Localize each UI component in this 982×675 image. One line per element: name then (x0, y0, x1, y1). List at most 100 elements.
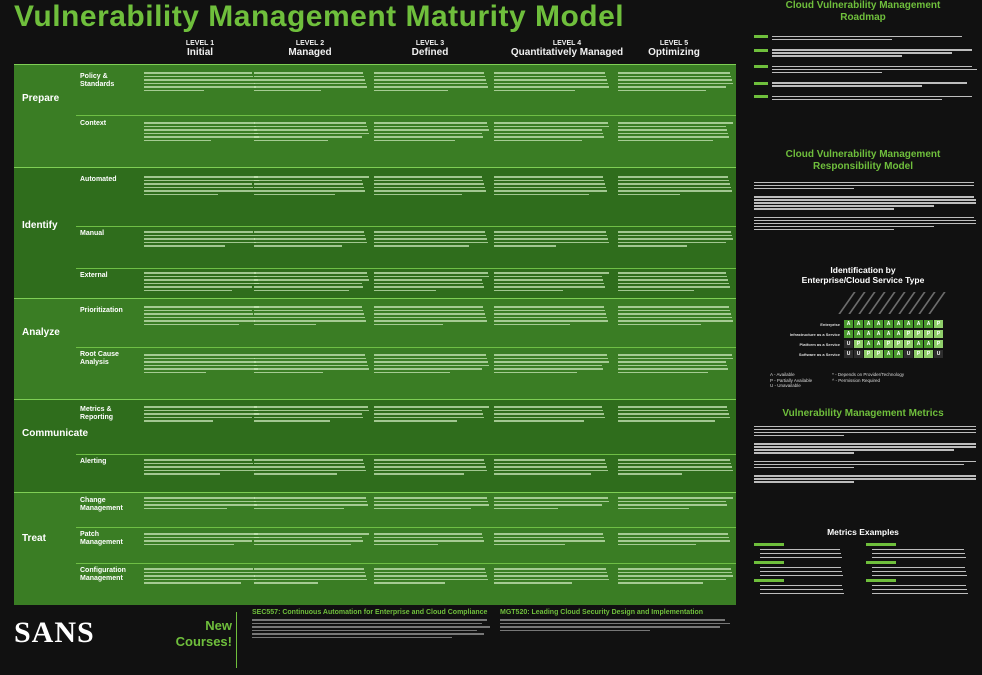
level-3-header: LEVEL 3 Defined (411, 40, 449, 58)
availability-cell: P (904, 330, 913, 338)
sub-context: Context (80, 120, 107, 127)
maturity-cell (144, 352, 262, 375)
level-2-header: LEVEL 2 Managed (288, 40, 332, 58)
maturity-cell (374, 404, 492, 424)
maturity-cell (494, 566, 612, 586)
maturity-cell (254, 174, 372, 197)
sub-manual: Manual (80, 230, 105, 237)
new-courses: New Courses! (175, 618, 232, 649)
maturity-cell (374, 270, 492, 293)
service-type-label: Platform as a Service (799, 342, 840, 347)
sub-patch-management: Patch Management (80, 531, 123, 546)
availability-cell: P (934, 340, 943, 348)
maturity-cell (144, 70, 262, 93)
availability-cell: P (924, 350, 933, 358)
maturity-cell (254, 229, 372, 249)
sub-change-management: Change Management (80, 497, 123, 512)
level-1-header: LEVEL 1 Initial (185, 40, 215, 58)
availability-cell: A (884, 320, 893, 328)
maturity-cell (144, 229, 262, 249)
maturity-cell (618, 304, 736, 327)
availability-cell: A (884, 350, 893, 358)
availability-cell: U (854, 350, 863, 358)
availability-cell: A (864, 320, 873, 328)
availability-cell: U (904, 350, 913, 358)
availability-cell: A (924, 320, 933, 328)
availability-cell: A (894, 350, 903, 358)
maturity-cell (254, 531, 372, 547)
maturity-cell (494, 70, 612, 93)
responsibility-list (754, 180, 978, 236)
sans-logo: SANS (14, 616, 95, 649)
maturity-cell (374, 304, 492, 327)
maturity-cell (374, 229, 492, 249)
maturity-cell (494, 120, 612, 143)
maturity-cell (254, 457, 372, 477)
course-mgt520: MGT520: Leading Cloud Security Design an… (500, 609, 732, 633)
sub-configuration-management: Configuration Management (80, 567, 126, 582)
maturity-cell (618, 404, 736, 424)
phase-treat: Treat (22, 533, 46, 544)
phase-prepare: Prepare (22, 93, 60, 104)
availability-cell: P (884, 340, 893, 348)
divider (236, 612, 237, 668)
maturity-cell (494, 457, 612, 477)
maturity-cell (618, 531, 736, 547)
availability-cell: A (894, 330, 903, 338)
availability-cell: U (844, 340, 853, 348)
phase-communicate: Communicate (22, 428, 89, 439)
maturity-cell (494, 531, 612, 547)
service-type-label: Software as a Service (798, 352, 840, 357)
maturity-cell (254, 566, 372, 586)
band-prepare: Prepare Policy & Standards Context (14, 64, 736, 167)
level-5-header: LEVEL 5 Optimizing (648, 40, 700, 58)
maturity-cell (494, 495, 612, 511)
availability-cell: P (914, 330, 923, 338)
maturity-cell (144, 531, 262, 547)
maturity-cell (618, 229, 736, 249)
availability-cell: A (874, 330, 883, 338)
availability-cell: A (884, 330, 893, 338)
sub-alerting: Alerting (80, 458, 107, 465)
maturity-cell (494, 404, 612, 424)
maturity-cell (374, 174, 492, 197)
maturity-cell (144, 495, 262, 511)
availability-cell: A (844, 320, 853, 328)
maturity-cell (254, 304, 372, 327)
maturity-cell (618, 270, 736, 293)
maturity-cell (494, 352, 612, 375)
availability-cell: A (904, 320, 913, 328)
maturity-cell (374, 352, 492, 375)
maturity-cell (374, 495, 492, 511)
band-treat: Treat Change Management Patch Management… (14, 492, 736, 606)
maturity-grid: Prepare Policy & Standards Context Ident… (14, 64, 736, 605)
grid-legend: A - Available P - Partially Available U - … (770, 372, 905, 388)
identification-title: Identification by Enterprise/Cloud Servic… (801, 265, 925, 285)
responsibility-title: Cloud Vulnerability Management Responsibi… (785, 149, 941, 172)
sub-external: External (80, 272, 108, 279)
examples-title: Metrics Examples (827, 527, 899, 537)
maturity-cell (144, 404, 262, 424)
availability-cell: A (894, 320, 903, 328)
availability-cell: U (934, 350, 943, 358)
roadmap-list (754, 34, 978, 108)
maturity-cell (618, 120, 736, 143)
availability-cell: P (924, 330, 933, 338)
maturity-cell (494, 270, 612, 293)
maturity-cell (254, 404, 372, 424)
maturity-cell (144, 304, 262, 327)
maturity-cell (618, 174, 736, 197)
availability-cell: A (874, 320, 883, 328)
maturity-cell (144, 120, 262, 143)
sub-policy-standards: Policy & Standards (80, 73, 115, 88)
sub-root-cause: Root Cause Analysis (80, 351, 119, 366)
availability-cell: P (934, 330, 943, 338)
availability-cell: P (854, 340, 863, 348)
availability-cell: A (854, 320, 863, 328)
level-4-header: LEVEL 4 Quantitatively Managed (510, 40, 624, 58)
availability-cell: U (844, 350, 853, 358)
maturity-cell (254, 352, 372, 375)
availability-cell: A (914, 340, 923, 348)
availability-cell: P (914, 350, 923, 358)
sub-prioritization: Prioritization (80, 307, 123, 314)
